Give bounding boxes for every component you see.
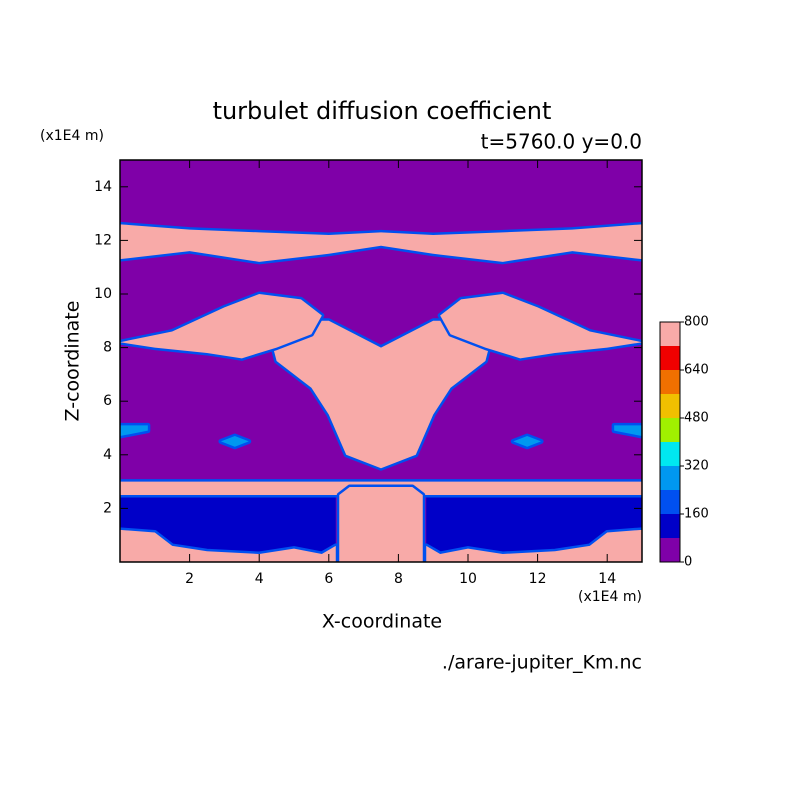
contour-region	[120, 221, 642, 265]
colorbar-tick-label: 480	[684, 411, 709, 426]
y-tick-label: 12	[94, 232, 112, 248]
source-label: ./arare-jupiter_Km.nc	[442, 652, 642, 674]
colorbar-band	[660, 322, 680, 346]
x-tick-label: 6	[324, 571, 333, 587]
colorbar-tick-label: 0	[684, 555, 692, 570]
colorbar-tick-label: 160	[684, 507, 709, 522]
y-tick-label: 10	[94, 286, 112, 302]
y-tick-label: 14	[94, 179, 112, 195]
colorbar-band	[660, 514, 680, 538]
contour-region	[120, 291, 325, 361]
colorbar-band	[660, 442, 680, 466]
contour-region	[437, 291, 642, 361]
y-axis-label: Z-coordinate	[62, 301, 84, 422]
contour-region	[267, 318, 495, 471]
plot-frame	[119, 159, 643, 563]
x-tick-label: 14	[598, 571, 616, 587]
contour-region	[120, 527, 339, 562]
y-tick-label: 4	[103, 447, 112, 463]
colorbar-band	[660, 418, 680, 442]
contour-region	[218, 433, 252, 450]
colorbar-band	[660, 490, 680, 514]
y-unit: (x1E4 m)	[40, 128, 104, 144]
x-unit: (x1E4 m)	[578, 589, 642, 605]
y-tick-label: 6	[103, 393, 112, 409]
colorbar-band	[660, 466, 680, 490]
contour-region	[423, 527, 642, 562]
x-tick-label: 10	[459, 571, 477, 587]
contour-region	[611, 422, 642, 439]
chart-title: turbulet diffusion coefficient	[213, 97, 552, 125]
colorbar-frame	[659, 321, 681, 563]
colorbar-tick-label: 320	[684, 459, 709, 474]
x-axis-label: X-coordinate	[322, 611, 442, 633]
colorbar-band	[660, 394, 680, 418]
x-tick-label: 8	[394, 571, 403, 587]
colorbar-tick-label: 800	[684, 315, 709, 330]
x-tick-label: 12	[529, 571, 547, 587]
colorbar-band	[660, 370, 680, 394]
x-tick-label: 2	[185, 571, 194, 587]
colorbar-band	[660, 346, 680, 370]
contour-region	[510, 433, 544, 450]
chart-subtitle: t=5760.0 y=0.0	[481, 130, 642, 154]
colorbar-band	[660, 538, 680, 562]
contour-region	[120, 422, 151, 439]
y-tick-label: 2	[103, 500, 112, 516]
plot-area	[120, 160, 642, 562]
y-tick-label: 8	[103, 340, 112, 356]
colorbar-tick-label: 640	[684, 363, 709, 378]
x-tick-label: 4	[255, 571, 264, 587]
contour-region	[336, 484, 426, 562]
